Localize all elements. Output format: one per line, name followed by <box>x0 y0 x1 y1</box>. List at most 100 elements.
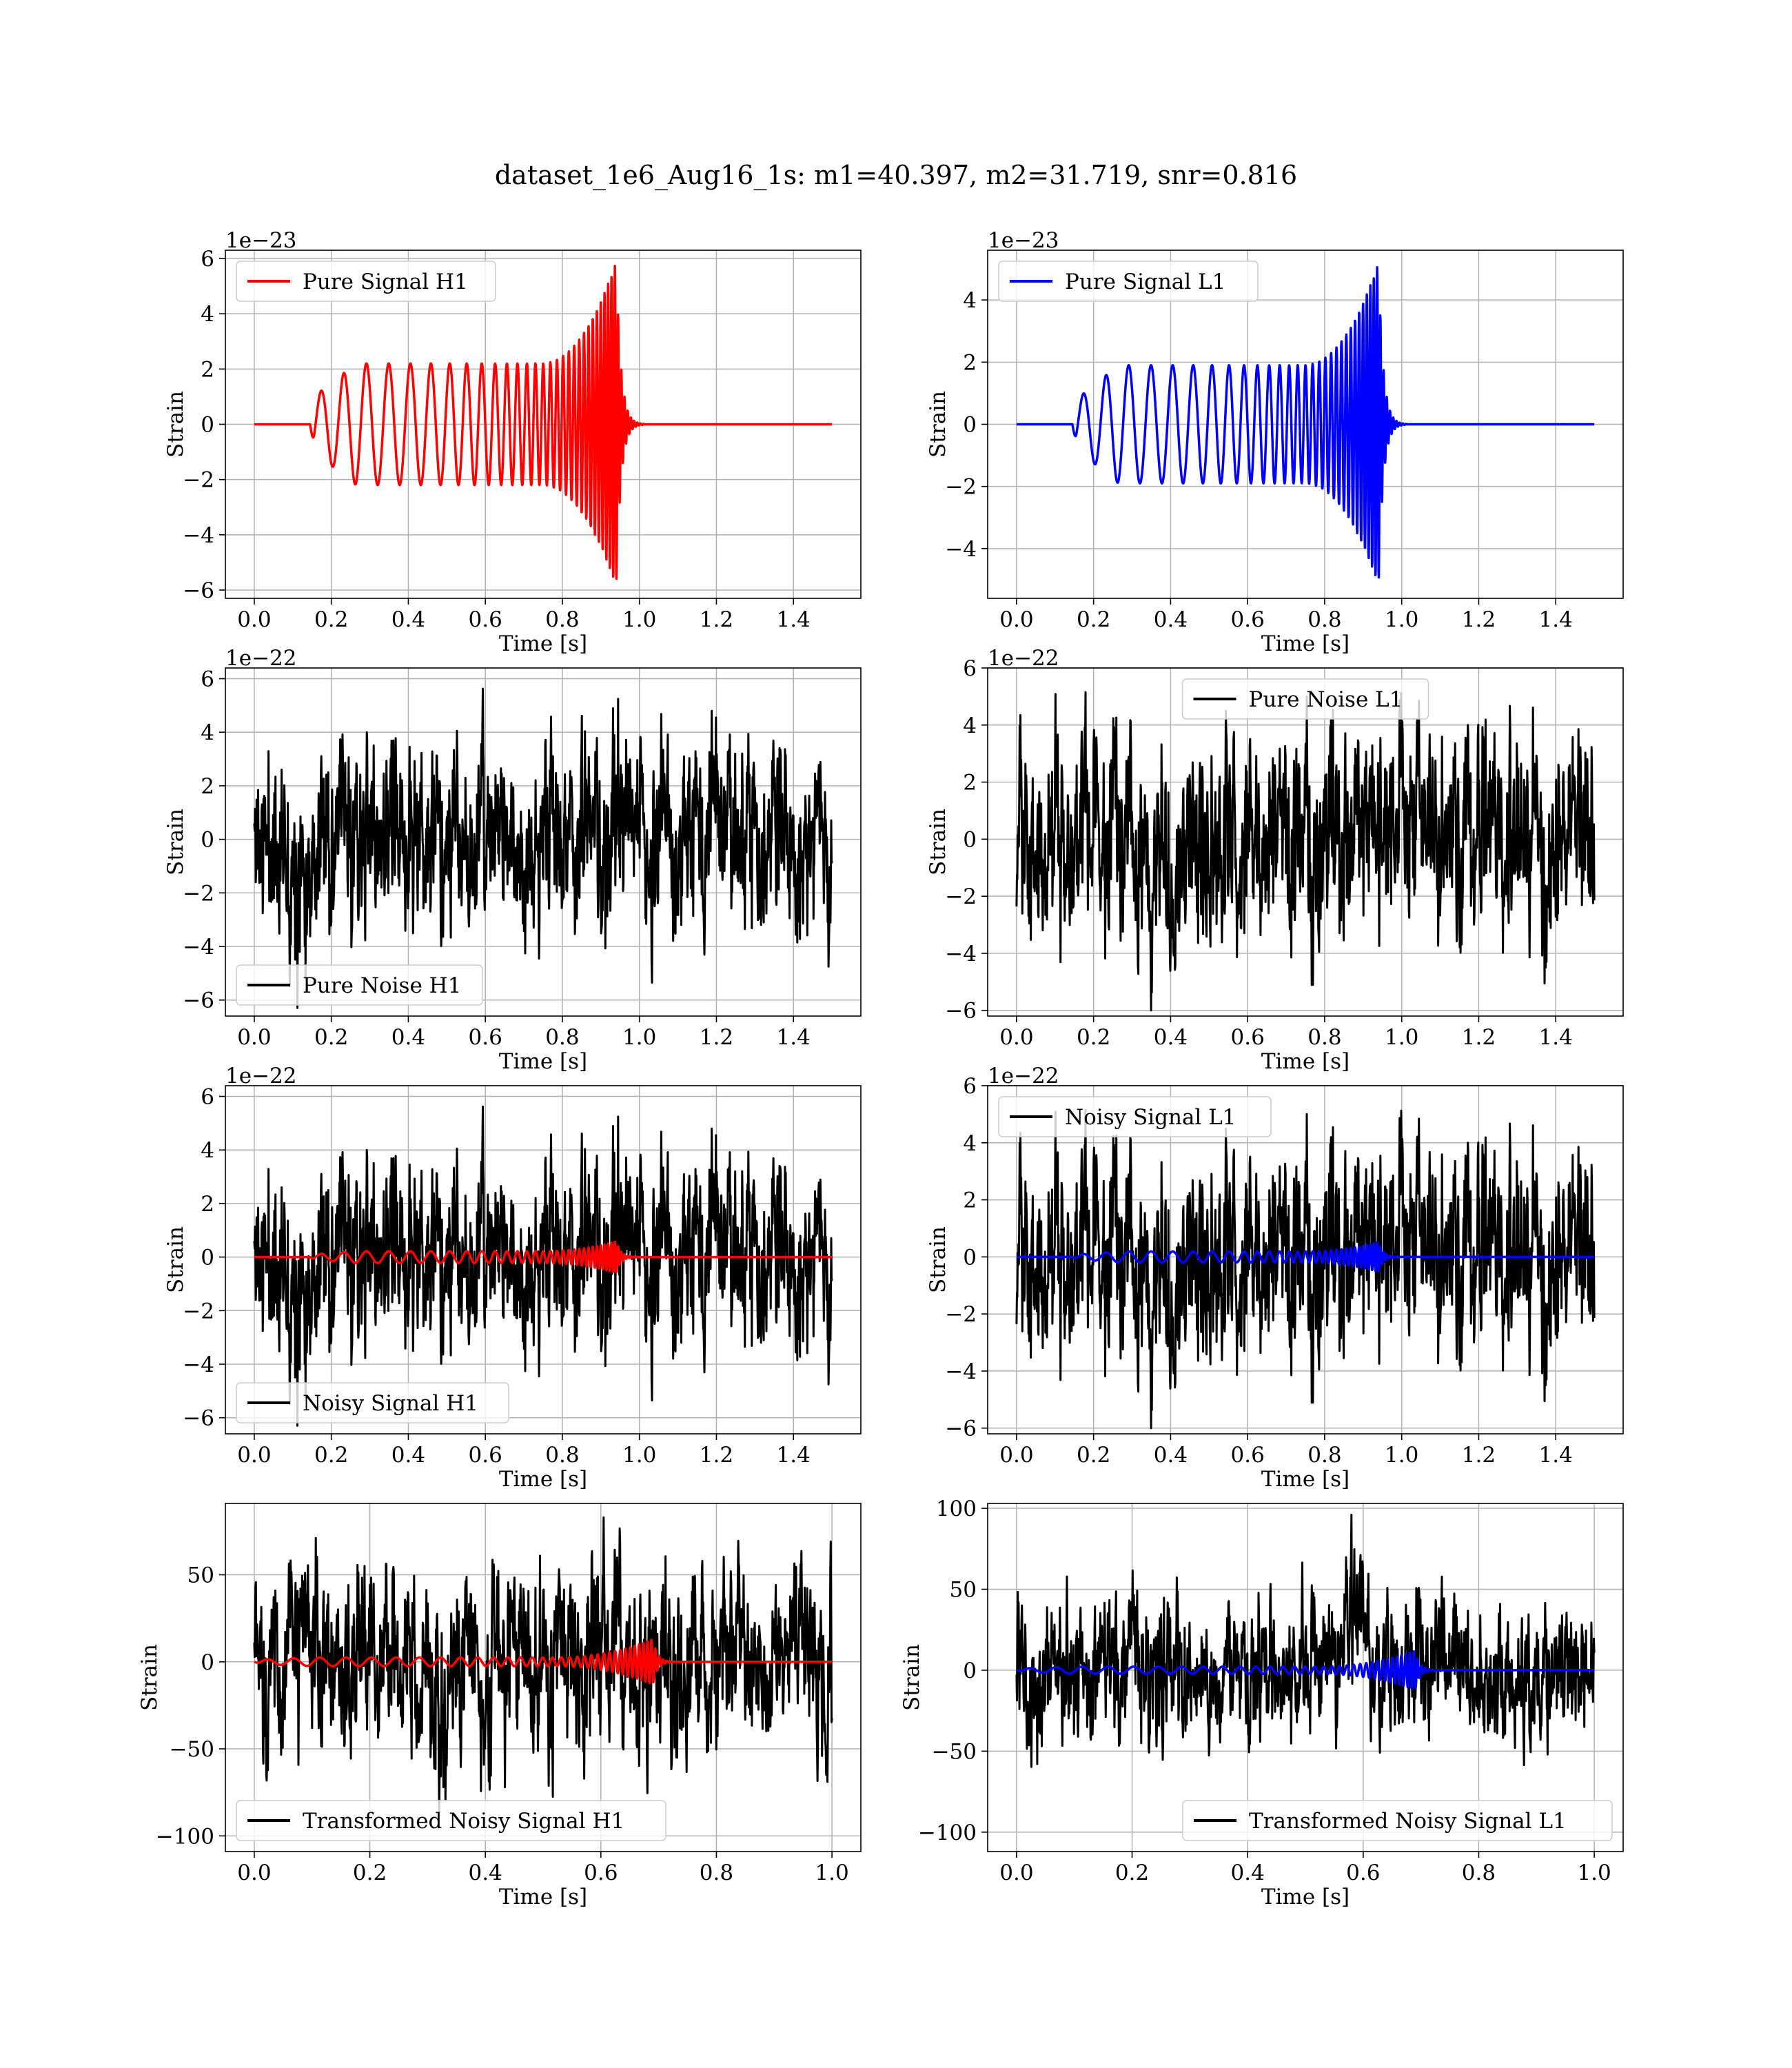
series-line-signal <box>1015 1650 1596 1690</box>
x-tick-label: 0.6 <box>1231 1025 1265 1050</box>
x-tick-label: 0.6 <box>469 1025 502 1050</box>
x-tick-label: 1.4 <box>777 1025 811 1050</box>
x-tick-label: 1.2 <box>700 1443 733 1468</box>
x-tick-label: 0.4 <box>391 1025 425 1050</box>
legend-box <box>998 261 1259 302</box>
y-tick-label: 2 <box>963 1188 977 1213</box>
x-tick-label: 1.4 <box>1539 607 1573 632</box>
x-tick-label: 0.8 <box>545 1443 579 1468</box>
x-tick-label: 0.0 <box>237 1861 271 1885</box>
legend: Noisy Signal L1 <box>998 1096 1272 1137</box>
legend: Pure Noise H1 <box>236 964 483 1006</box>
y-tick-label: −6 <box>183 989 214 1013</box>
y-tick-label: 0 <box>201 413 214 438</box>
x-tick-label: 0.0 <box>999 607 1033 632</box>
y-tick-label: 4 <box>963 713 977 738</box>
x-tick-label: 0.6 <box>584 1861 618 1885</box>
legend-label: Pure Noise H1 <box>303 973 461 998</box>
y-tick-label: −2 <box>945 1302 977 1327</box>
legend: Pure Signal L1 <box>998 261 1259 302</box>
y-axis-label: Strain <box>163 809 188 875</box>
legend-label: Pure Signal L1 <box>1065 270 1225 294</box>
x-tick-label: 1.2 <box>1462 607 1496 632</box>
y-axis-label: Strain <box>137 1644 162 1711</box>
y-tick-label: 2 <box>201 1192 214 1217</box>
x-tick-label: 1.4 <box>777 607 811 632</box>
x-tick-label: 1.0 <box>622 607 656 632</box>
y-tick-label: 2 <box>963 350 977 375</box>
y-tick-label: 0 <box>201 1246 214 1270</box>
x-tick-label: 0.6 <box>1231 1443 1265 1468</box>
y-tick-label: −100 <box>156 1824 214 1849</box>
x-tick-label: 0.6 <box>1346 1861 1380 1885</box>
x-tick-label: 0.4 <box>391 1443 425 1468</box>
legend-box <box>1182 1800 1613 1841</box>
axes-frame <box>987 1085 1624 1435</box>
axes-frame <box>225 1503 862 1852</box>
y-tick-label: 0 <box>201 828 214 853</box>
x-tick-label: 0.4 <box>1154 1443 1188 1468</box>
legend-box <box>1181 678 1429 720</box>
x-tick-label: 1.4 <box>1539 1443 1573 1468</box>
legend-label: Pure Noise L1 <box>1249 687 1403 712</box>
plot-area <box>253 265 833 580</box>
y-tick-label: 4 <box>201 1138 214 1163</box>
x-tick-label: 0.2 <box>1077 1443 1110 1468</box>
y-tick-label: −2 <box>183 468 214 493</box>
y-tick-label: 4 <box>963 1131 977 1156</box>
subplot-pure-noise-h1: 0.0 0.2 0.4 0.6 0.8 1.0 1.2 1.4 −6 −4 −2 0 2 4 6 1e−22 T… <box>163 646 862 1074</box>
y-tick-label: 0 <box>963 1245 977 1270</box>
series-line-noise <box>1015 1108 1596 1430</box>
y-tick-label: 50 <box>950 1577 977 1602</box>
x-axis-label: Time [s] <box>499 1049 587 1074</box>
plot-area <box>253 687 833 1009</box>
legend: Transformed Noisy Signal L1 <box>1182 1800 1613 1841</box>
x-tick-label: 1.4 <box>777 1443 811 1468</box>
series-line-signal <box>253 1639 833 1685</box>
subplot-transformed-noisy-signal-h1: 0.0 0.2 0.4 0.6 0.8 1.0 −100 −50 0 50 Time [s] Stra… <box>137 1503 862 1909</box>
legend: Pure Noise L1 <box>1181 678 1429 720</box>
x-axis-label: Time [s] <box>1261 1049 1350 1074</box>
x-tick-label: 1.0 <box>622 1443 656 1468</box>
x-tick-label: 1.2 <box>700 607 733 632</box>
subplot-pure-signal-l1: 0.0 0.2 0.4 0.6 0.8 1.0 1.2 1.4 −4 −2 0 2 4 1e−23 Time… <box>926 228 1624 656</box>
x-axis-label: Time [s] <box>1261 1885 1350 1909</box>
axis-offset-text: 1e−23 <box>988 228 1059 253</box>
subplot-transformed-noisy-signal-l1: 0.0 0.2 0.4 0.6 0.8 1.0 −100 −50 0 50 100 Time [s] S… <box>899 1497 1624 1909</box>
x-axis-label: Time [s] <box>1261 631 1350 656</box>
legend-box <box>236 1800 666 1841</box>
x-tick-label: 0.8 <box>1307 1025 1341 1050</box>
y-tick-label: 6 <box>201 667 214 692</box>
x-tick-label: 0.0 <box>999 1861 1033 1885</box>
axes-frame <box>987 1503 1624 1852</box>
x-tick-label: 0.8 <box>545 1025 579 1050</box>
y-tick-label: −2 <box>183 1299 214 1324</box>
x-tick-label: 0.4 <box>1154 1025 1188 1050</box>
axis-offset-text: 1e−22 <box>225 646 297 671</box>
y-tick-label: −4 <box>183 1352 214 1377</box>
plot-area <box>1015 1513 1596 1768</box>
y-tick-label: 6 <box>963 656 977 681</box>
y-tick-label: −6 <box>183 1406 214 1431</box>
x-tick-label: 0.2 <box>314 1025 348 1050</box>
x-tick-label: 1.2 <box>1462 1443 1496 1468</box>
y-axis-label: Strain <box>926 1226 950 1293</box>
x-tick-label: 0.4 <box>1154 607 1188 632</box>
x-tick-label: 0.8 <box>545 607 579 632</box>
y-tick-label: 0 <box>201 1650 214 1675</box>
x-tick-label: 0.0 <box>999 1025 1033 1050</box>
subplot-pure-signal-h1: 0.0 0.2 0.4 0.6 0.8 1.0 1.2 1.4 −6 −4 −2 0 2 4 6 1e−23 T… <box>163 228 862 656</box>
axis-offset-text: 1e−23 <box>225 228 297 253</box>
axis-offset-text: 1e−22 <box>225 1064 297 1088</box>
axes-frame <box>225 1085 862 1435</box>
y-tick-label: −2 <box>183 881 214 906</box>
legend-label: Transformed Noisy Signal H1 <box>303 1809 624 1834</box>
x-tick-label: 1.4 <box>1539 1025 1573 1050</box>
x-tick-label: 0.2 <box>314 1443 348 1468</box>
y-tick-label: −6 <box>945 999 977 1024</box>
legend: Transformed Noisy Signal H1 <box>236 1800 666 1841</box>
x-tick-label: 0.8 <box>700 1861 733 1885</box>
y-tick-label: 0 <box>963 413 977 438</box>
y-tick-label: −6 <box>945 1417 977 1441</box>
